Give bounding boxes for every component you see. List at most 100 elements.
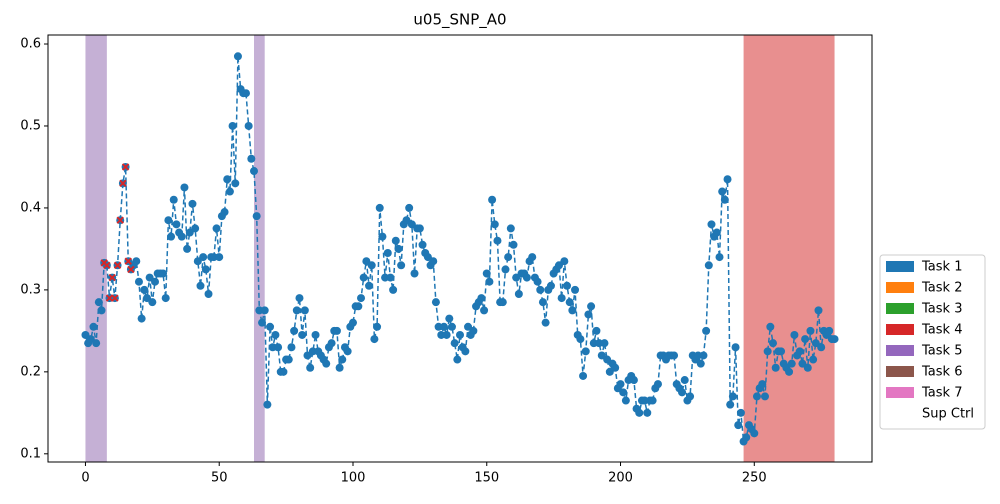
data-point [188,199,197,208]
data-point [485,277,494,286]
data-point [247,154,256,163]
data-point [137,314,146,323]
data-point [696,359,705,368]
legend-swatch [886,408,914,419]
data-point [164,216,173,225]
data-point [375,203,384,212]
data-point [482,269,491,278]
data-point [565,298,574,307]
data-point [541,318,550,327]
legend-swatch [886,324,914,335]
data-point [397,261,406,270]
data-point [528,253,537,262]
data-point [560,257,569,266]
data-point [405,203,414,212]
data-point [290,326,299,335]
legend-swatch [886,261,914,272]
x-tick-label: 50 [211,471,228,486]
data-point [159,269,168,278]
chart-title: u05_SNP_A0 [413,11,506,30]
data-point [830,335,839,344]
data-point [450,339,459,348]
y-tick-label: 0.1 [20,446,41,461]
data-point [295,294,304,303]
task-span [254,35,265,462]
data-point [584,310,593,319]
data-point [522,273,531,282]
data-point [453,355,462,364]
data-point [766,322,775,331]
legend-label: Task 6 [921,365,962,380]
data-point [763,347,772,356]
data-point [327,339,336,348]
data-point [718,187,727,196]
x-tick-label: 200 [608,471,633,486]
data-point [801,335,810,344]
data-point [758,380,767,389]
data-point [311,330,320,339]
data-point [180,183,189,192]
data-point [201,265,210,274]
data-point [348,318,357,327]
data-point [151,277,160,286]
data-point [728,392,737,401]
data-point [760,392,769,401]
data-point [576,335,585,344]
task-marker [116,216,124,224]
data-point [611,363,620,372]
data-point [204,289,213,298]
data-point [571,285,580,294]
data-point [686,392,695,401]
data-point [92,339,101,348]
data-point [250,167,258,176]
data-point [167,232,176,241]
data-point [635,408,644,417]
data-point [94,298,103,307]
data-point [629,376,638,385]
data-point [172,220,181,229]
legend-swatch [886,366,914,377]
data-line [84,56,835,444]
data-point [771,363,780,372]
data-point [445,314,454,323]
y-tick-label: 0.4 [20,200,41,215]
data-point [506,224,515,233]
data-point [720,195,729,204]
data-point [814,306,823,315]
data-point [300,306,309,315]
legend-swatch [886,345,914,356]
data-point [587,302,596,311]
legend-swatch [886,282,914,293]
data-point [723,175,732,184]
data-point [616,380,625,389]
data-point [488,195,497,204]
data-point [161,294,170,303]
y-tick-label: 0.2 [20,364,41,379]
data-point [707,220,716,229]
data-point [442,330,451,339]
data-point [670,351,679,360]
data-point [271,330,280,339]
data-point [621,396,630,405]
legend-swatch [886,387,914,398]
task-marker [111,294,119,302]
data-point [734,421,743,430]
y-tick-label: 0.3 [20,282,41,297]
data-point [306,363,315,372]
data-point [225,187,234,196]
data-point [742,433,751,442]
data-point [715,253,724,262]
data-point [386,273,395,282]
data-point [456,330,464,339]
data-point [383,249,392,258]
data-point [97,306,106,315]
data-point [260,306,269,315]
data-point [429,257,438,266]
task-marker [127,265,135,274]
data-point [501,265,510,274]
data-point [266,322,275,331]
data-point [241,89,250,98]
data-point [712,228,721,237]
data-point [169,195,178,204]
